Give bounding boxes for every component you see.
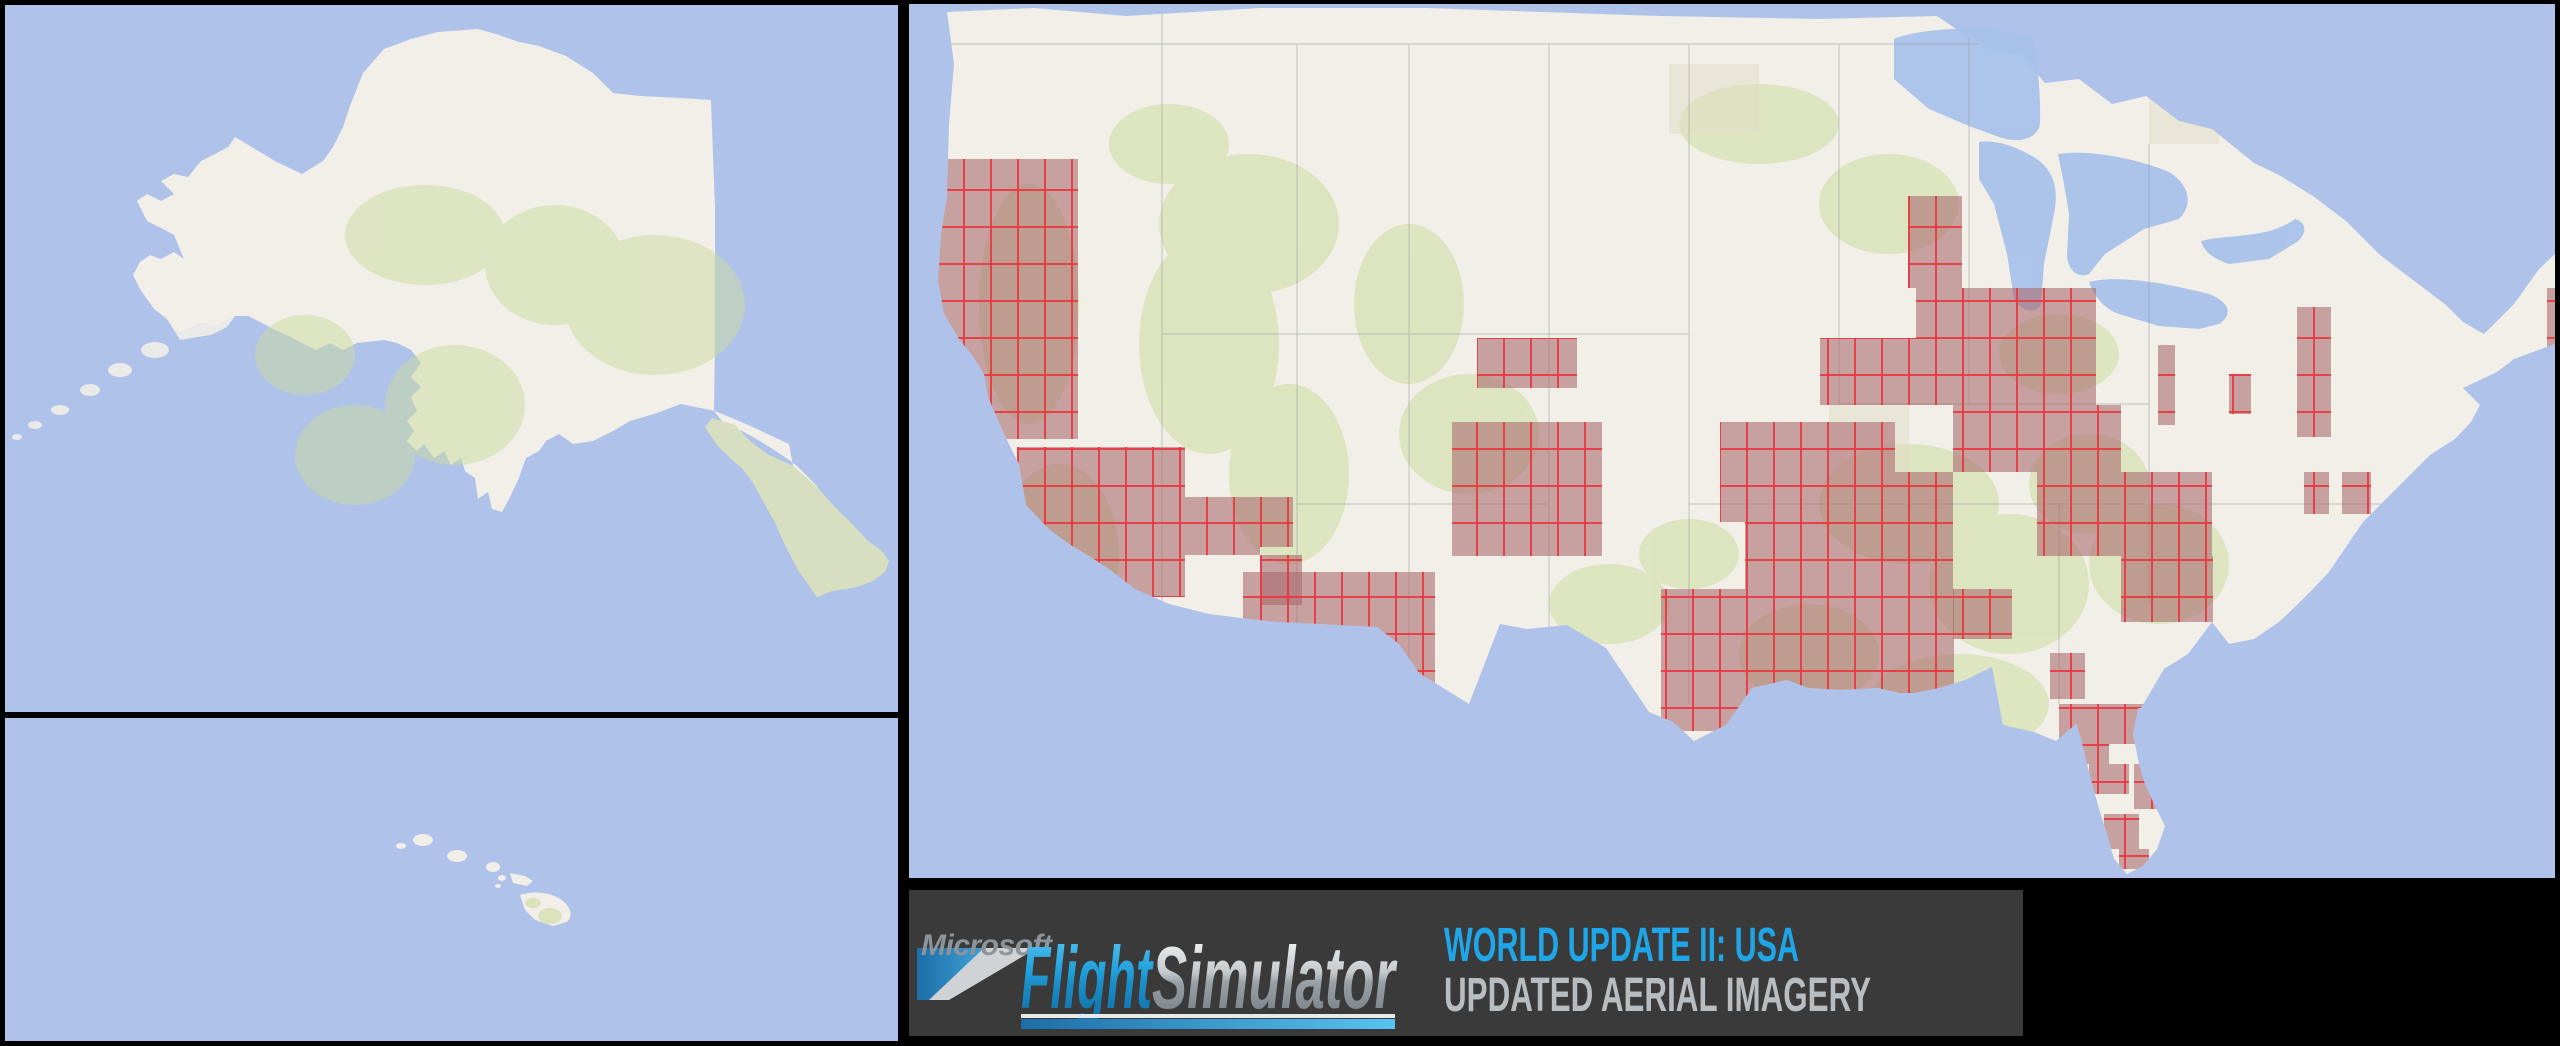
svg-text:UPDATED AERIAL IMAGERY: UPDATED AERIAL IMAGERY xyxy=(1444,969,1871,1022)
svg-text:Simulator: Simulator xyxy=(1152,928,1398,1027)
svg-text:Flight: Flight xyxy=(1021,928,1154,1027)
svg-text:WORLD UPDATE II: USA: WORLD UPDATE II: USA xyxy=(1444,919,1799,972)
